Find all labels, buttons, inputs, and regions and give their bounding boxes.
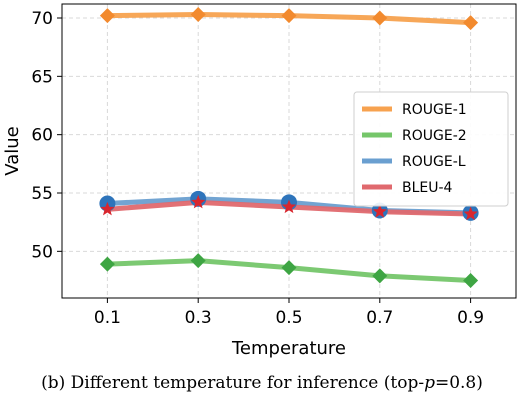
data-point [463, 15, 479, 31]
legend-label: ROUGE-L [402, 154, 466, 170]
data-point [281, 260, 297, 276]
y-axis-label: Value [2, 126, 23, 175]
y-tick-label: 55 [31, 184, 53, 204]
data-point [463, 273, 479, 288]
legend-label: ROUGE-2 [402, 128, 467, 144]
legend-label: ROUGE-1 [402, 102, 467, 118]
data-point [191, 194, 206, 209]
y-tick-label: 70 [31, 9, 53, 29]
legend: ROUGE-1 ROUGE-2 ROUGE-L BLEU-4 [353, 91, 509, 207]
y-tick-label: 50 [31, 242, 53, 262]
data-point [463, 206, 478, 221]
data-point [99, 256, 115, 272]
x-axis-label: Temperature [231, 338, 346, 359]
caption-italic: p [424, 373, 435, 393]
data-point [372, 268, 388, 284]
y-tick-label: 60 [31, 126, 53, 146]
x-tick-label: 0.9 [457, 308, 484, 328]
legend-label: BLEU-4 [402, 180, 453, 196]
legend-box [353, 91, 509, 207]
data-point [372, 204, 387, 218]
data-point [190, 7, 206, 22]
figure-caption: (b) Different temperature for inference … [41, 373, 483, 393]
series-markers [99, 7, 479, 288]
x-tick-label: 0.1 [94, 308, 121, 328]
x-tick-label: 0.7 [366, 308, 393, 328]
y-tick-label: 65 [31, 67, 53, 87]
x-tick-label: 0.5 [275, 308, 302, 328]
x-tick-label: 0.3 [185, 308, 212, 328]
caption-suffix: =0.8) [435, 373, 483, 393]
data-point [99, 8, 115, 24]
caption-prefix: (b) Different temperature for inference … [41, 373, 424, 393]
data-point [281, 199, 297, 214]
axis-ticks: 0.1 0.3 0.5 0.7 0.9 50 55 60 65 70 [31, 9, 484, 328]
data-point [100, 201, 115, 216]
data-point [372, 10, 388, 26]
data-point [190, 253, 206, 269]
data-point [281, 8, 297, 24]
